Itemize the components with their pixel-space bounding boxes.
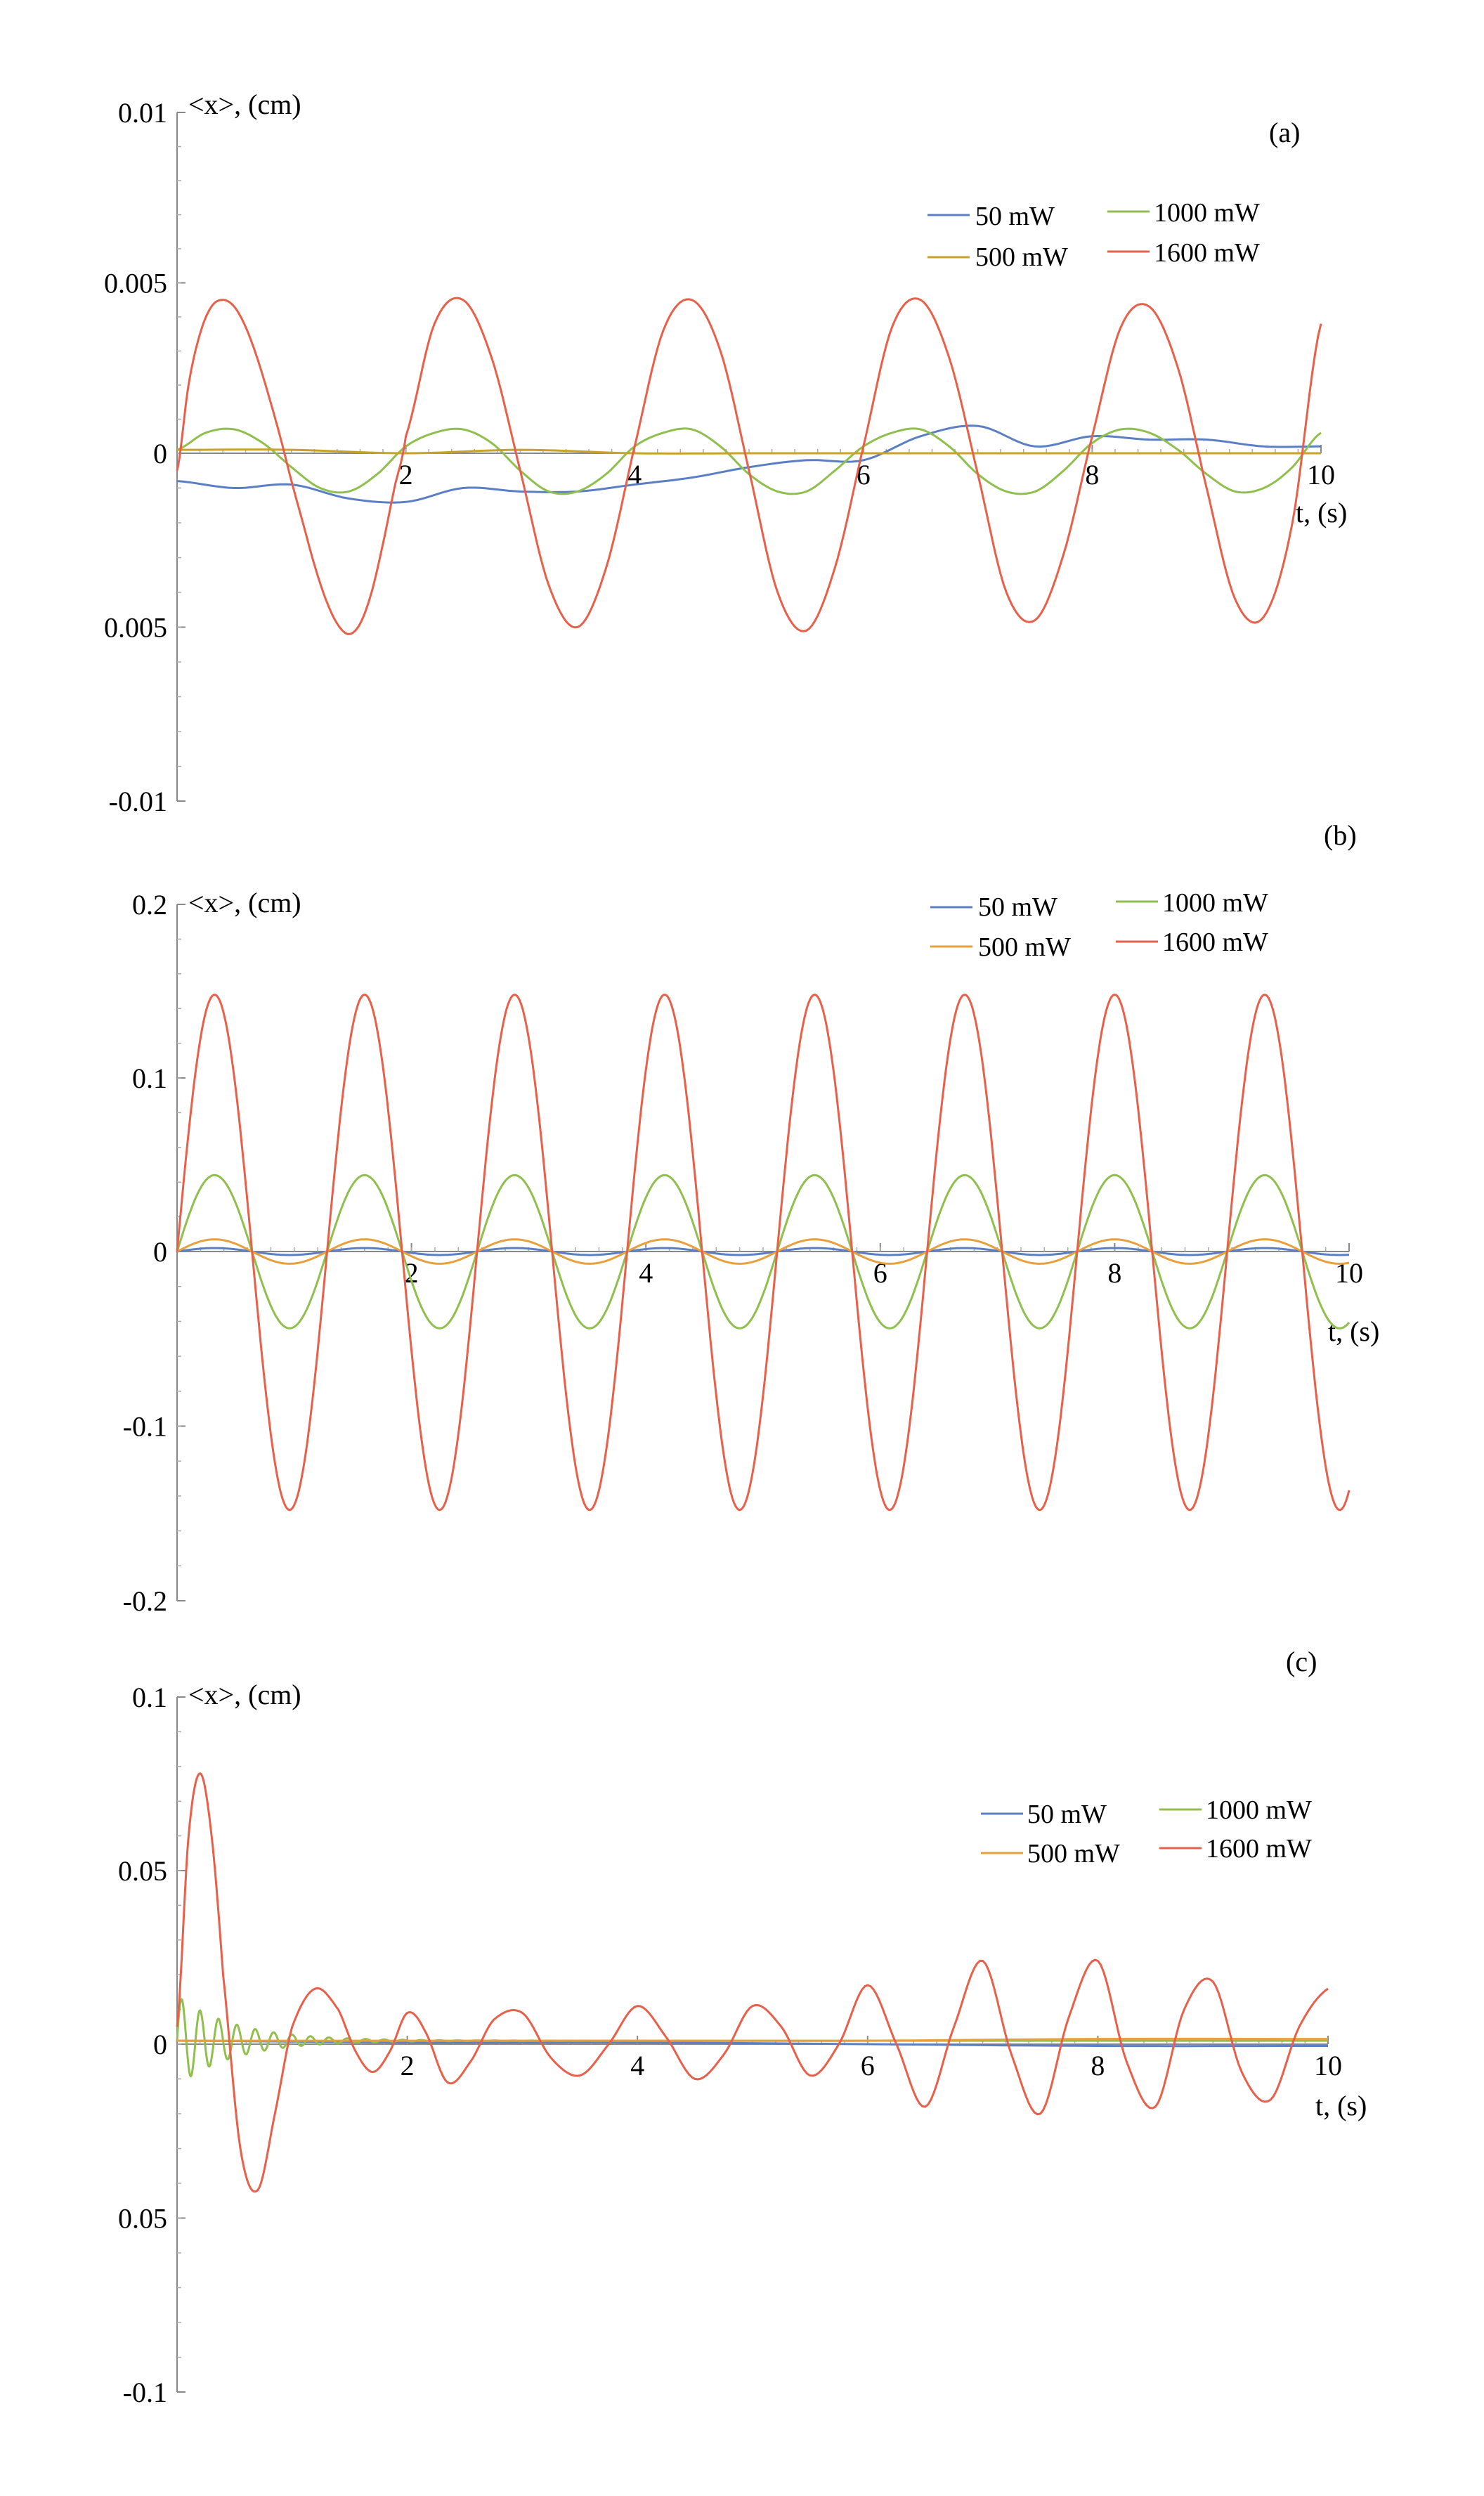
panel-b-y-tick-label: 0 xyxy=(153,1236,167,1268)
panel-a-x-tick-label: 10 xyxy=(1307,459,1335,490)
panel-a-series-500-mw xyxy=(177,448,1321,455)
panel-a-y-tick-label: 0.005 xyxy=(104,612,167,644)
panel-c-x-tick-label: 10 xyxy=(1314,2050,1342,2081)
panel-c-x-label: t, (s) xyxy=(1315,2090,1367,2121)
panel-c-y-label: <x>, (cm) xyxy=(188,1679,301,1710)
panel-c-y-tick-label: -0.1 xyxy=(123,2377,167,2408)
panel-b-y-label: <x>, (cm) xyxy=(188,887,301,918)
panel-c-legend-500: 500 mW xyxy=(1027,1839,1120,1868)
panel-c-label: (c) xyxy=(1286,1646,1317,1677)
panel-b-y-tick-label: -0.1 xyxy=(123,1411,167,1443)
panel-b-label: (b) xyxy=(1324,819,1357,851)
panel-b-x-tick-label: 6 xyxy=(873,1257,887,1289)
panel-b-y-tick-label: 0.2 xyxy=(132,889,167,921)
panel-c-series-500-mw xyxy=(177,2037,1328,2042)
panel-a-x-tick-label: 6 xyxy=(857,459,871,490)
panel-b-y-tick-label: -0.2 xyxy=(123,1585,167,1617)
panel-a-y-tick-label: 0 xyxy=(153,438,167,469)
panel-a-series-1000-mw xyxy=(176,427,1322,495)
panel-c-y-tick-label: 0.05 xyxy=(118,1855,167,1887)
panel-b-x-tick-label: 4 xyxy=(639,1257,653,1289)
panel-c-x-tick-label: 6 xyxy=(861,2050,875,2081)
panel-c: <x>, (cm) (c) t, (s) 50 mW 1000 mW 500 m… xyxy=(188,1646,1367,2121)
panel-b-x-label: t, (s) xyxy=(1328,1315,1379,1347)
panel-a-legend-1000: 1000 mW xyxy=(1154,198,1260,228)
panel-a-legend: 50 mW 1000 mW 500 mW 1600 mW xyxy=(928,198,1260,272)
panel-a-legend-50: 50 mW xyxy=(975,202,1055,231)
panel-c-plot: 0.1 0.05 0 0.05 -0.1 2 4 6 8 10 xyxy=(118,1682,1342,2408)
panel-a-y-tick-label: 0.005 xyxy=(104,268,167,299)
panel-c-series-1600-mw xyxy=(176,1772,1329,2193)
panel-a-legend-500: 500 mW xyxy=(975,242,1068,272)
panel-a-x-tick-label: 4 xyxy=(627,459,642,490)
panel-b-legend-50: 50 mW xyxy=(978,892,1057,922)
panel-c-legend-50: 50 mW xyxy=(1027,1800,1107,1829)
panel-c-x-tick-label: 8 xyxy=(1091,2050,1105,2081)
panel-c-legend-1000: 1000 mW xyxy=(1206,1795,1312,1825)
panel-c-legend-1600: 1600 mW xyxy=(1206,1834,1312,1864)
panel-a-legend-1600: 1600 mW xyxy=(1154,238,1260,268)
panel-c-series-50-mw xyxy=(176,2039,1328,2048)
panel-c-y-tick-label: 0.1 xyxy=(132,1682,167,1713)
panel-a: <x>, (cm) (a) t, (s) 50 mW 1000 mW 500 m… xyxy=(188,89,1347,528)
panel-a-y-tick-label: 0.01 xyxy=(118,97,167,129)
panel-a-y-label: <x>, (cm) xyxy=(188,89,301,120)
panel-b-legend-1600: 1600 mW xyxy=(1162,928,1268,957)
panel-b-series-500-mw xyxy=(176,1238,1350,1265)
panel-a-label: (a) xyxy=(1269,117,1300,148)
panel-a-plot: 0.01 0.005 0 0.005 -0.01 2 4 6 8 10 xyxy=(104,97,1335,817)
panel-b-plot: 0.2 0.1 0 -0.1 -0.2 2 4 6 8 10 xyxy=(123,889,1363,1617)
panel-b-x-tick-label: 10 xyxy=(1335,1257,1363,1289)
panel-a-y-tick-label: -0.01 xyxy=(109,786,167,817)
panel-a-x-tick-label: 2 xyxy=(399,459,413,490)
panel-c-x-tick-label: 4 xyxy=(630,2050,644,2081)
panel-b-y-tick-label: 0.1 xyxy=(132,1062,167,1094)
panel-c-y-tick-label: 0.05 xyxy=(118,2203,167,2235)
panel-a-series-1600-mw xyxy=(176,297,1322,635)
panel-c-legend: 50 mW 1000 mW 500 mW 1600 mW xyxy=(981,1795,1312,1868)
panel-b-series-1000-mw xyxy=(176,1174,1350,1330)
panel-a-x-tick-label: 8 xyxy=(1085,459,1099,490)
panel-b-x-tick-label: 8 xyxy=(1107,1257,1121,1289)
panel-b-legend: 50 mW 1000 mW 500 mW 1600 mW xyxy=(930,888,1268,962)
panel-a-x-label: t, (s) xyxy=(1296,497,1347,528)
panel-b-legend-500: 500 mW xyxy=(978,932,1071,962)
panel-c-x-tick-label: 2 xyxy=(401,2050,415,2081)
panel-b-legend-1000: 1000 mW xyxy=(1162,888,1268,918)
panel-c-y-tick-label: 0 xyxy=(153,2029,167,2060)
panel-b: <x>, (cm) (b) t, (s) 50 mW 1000 mW 500 m… xyxy=(188,819,1379,1347)
panel-b-series-1600-mw xyxy=(176,993,1350,1512)
panel-b-x-tick-label: 2 xyxy=(405,1257,419,1289)
